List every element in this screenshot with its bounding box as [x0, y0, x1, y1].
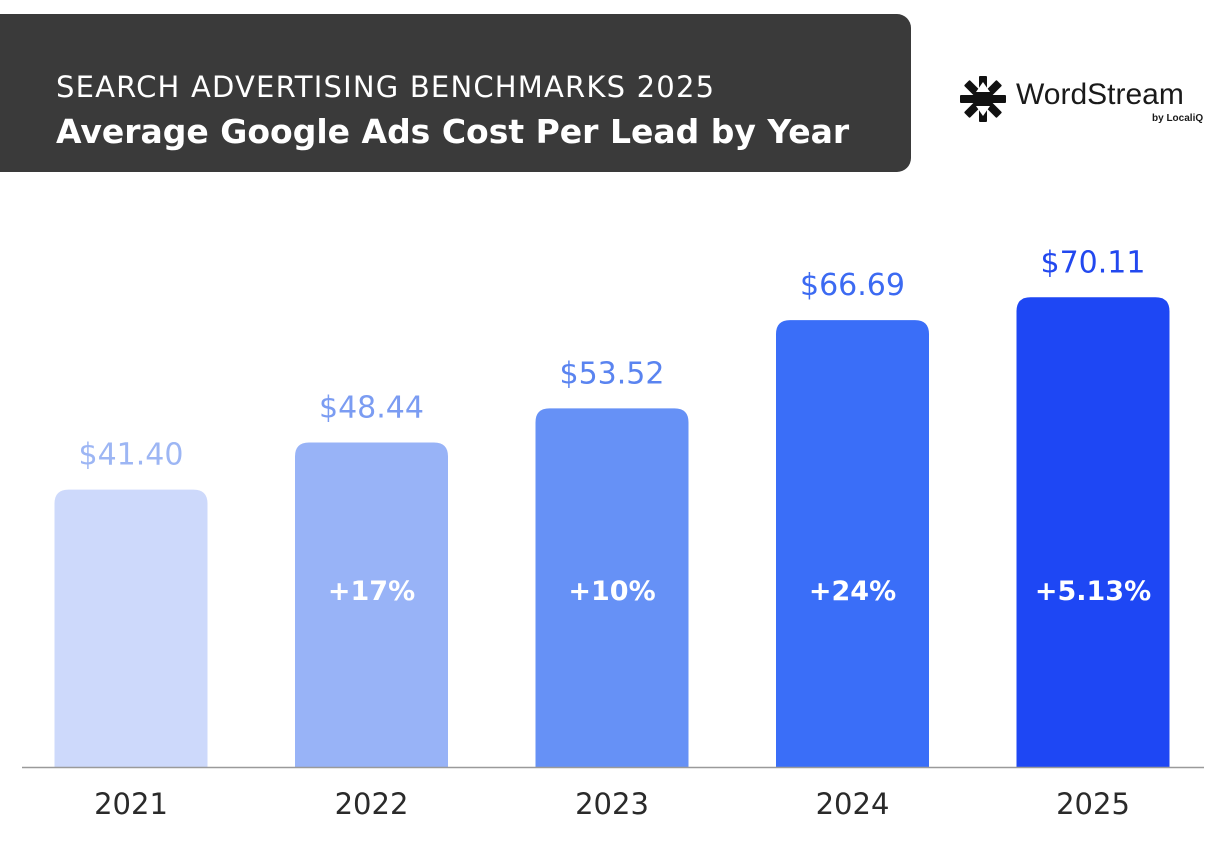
logo-name: WordStream: [1016, 78, 1184, 111]
x-tick-label-2024: 2024: [816, 787, 890, 821]
change-label-2022: +17%: [328, 576, 415, 607]
eyebrow-text: SEARCH ADVERTISING BENCHMARKS 2025: [56, 70, 716, 104]
value-label-2025: $70.11: [1041, 245, 1146, 280]
bar-2023: [535, 408, 689, 767]
wordstream-logo-icon: [960, 76, 1006, 122]
logo-subtitle: by LocaliQ: [1152, 113, 1204, 124]
x-tick-label-2025: 2025: [1056, 787, 1130, 821]
bar-2024: [776, 320, 929, 767]
value-label-2021: $41.40: [79, 438, 184, 473]
change-label-2023: +10%: [568, 576, 655, 607]
change-label-2024: +24%: [809, 576, 896, 607]
header-banner: SEARCH ADVERTISING BENCHMARKS 2025 Avera…: [0, 14, 911, 172]
value-label-2023: $53.52: [560, 356, 665, 391]
value-label-2024: $66.69: [800, 268, 905, 303]
bar-2025: [1016, 297, 1170, 767]
page-title: Average Google Ads Cost Per Lead by Year: [56, 112, 850, 151]
x-tick-label-2023: 2023: [575, 787, 649, 821]
value-label-2022: $48.44: [319, 390, 424, 425]
bar-2021: [54, 489, 208, 767]
wordstream-logo: WordStream by LocaliQ: [958, 72, 1218, 128]
x-tick-label-2021: 2021: [94, 787, 168, 821]
bar-2022: [295, 442, 448, 767]
x-tick-label-2022: 2022: [335, 787, 409, 821]
change-label-2025: +5.13%: [1035, 576, 1151, 607]
